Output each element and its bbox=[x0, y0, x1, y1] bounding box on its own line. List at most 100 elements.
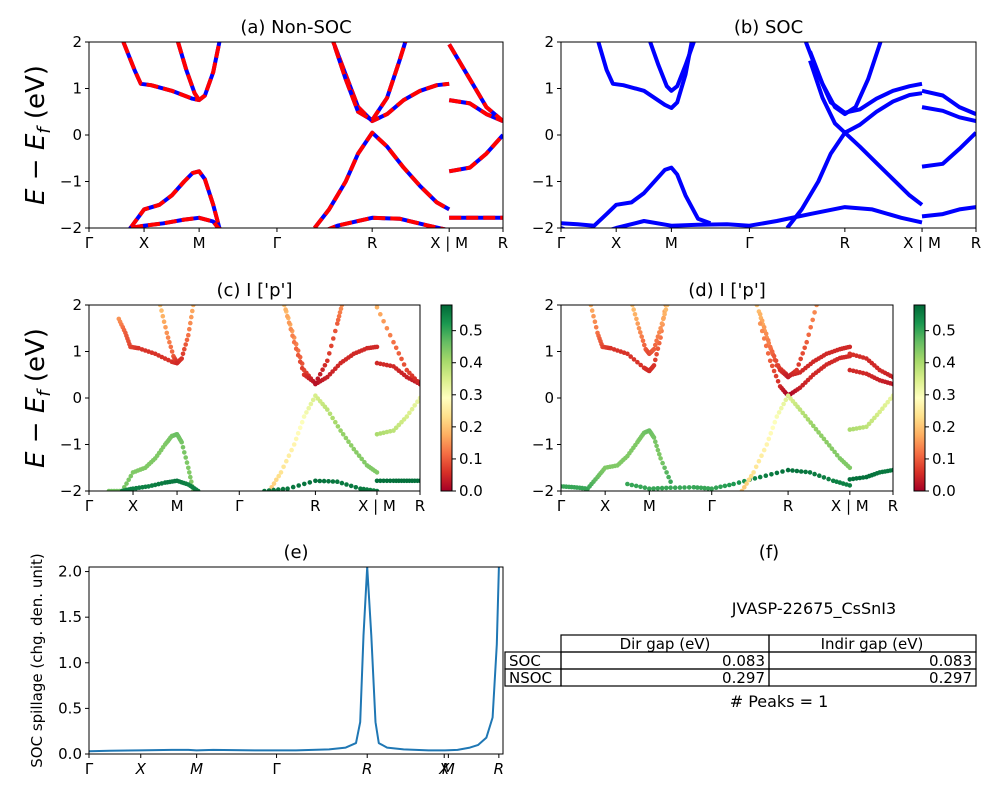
band-point-1 bbox=[654, 338, 659, 344]
band-point-5 bbox=[356, 453, 362, 459]
band-point-9 bbox=[391, 339, 396, 345]
band-point-3 bbox=[794, 367, 799, 373]
band-point-0 bbox=[189, 314, 194, 320]
ytick-label: 1 bbox=[72, 343, 82, 361]
band-point-5 bbox=[335, 424, 341, 429]
band-point-7 bbox=[335, 479, 340, 485]
axes-frame bbox=[88, 304, 421, 492]
table-header-dir-gap: Dir gap (eV) bbox=[620, 635, 711, 653]
band-point-1 bbox=[662, 312, 667, 317]
band-point-7 bbox=[819, 433, 824, 439]
band-point-6 bbox=[633, 483, 639, 489]
band-point-4 bbox=[184, 460, 190, 465]
band-point-4 bbox=[761, 336, 767, 341]
band-line-5 bbox=[561, 165, 712, 228]
band-point-10 bbox=[890, 393, 893, 398]
band-point-3 bbox=[335, 317, 341, 323]
band-point-3 bbox=[808, 325, 813, 330]
band-point-3 bbox=[814, 305, 819, 308]
xtick-label: Γ bbox=[235, 497, 244, 515]
band-point-1 bbox=[167, 339, 172, 345]
band-point-7 bbox=[321, 478, 327, 484]
band-point-0 bbox=[188, 320, 193, 326]
band-point-6 bbox=[691, 485, 697, 490]
band-line-nonsoc-0 bbox=[121, 42, 222, 103]
band-point-5 bbox=[308, 401, 314, 407]
xtick-label: R bbox=[783, 497, 793, 515]
band-point-6 bbox=[807, 470, 813, 475]
colorbar-tick-label: 0.4 bbox=[932, 354, 956, 372]
panel-a-nonsoc-bands: −2 −1 0 1 2 Γ X M Γ R X | M R (a) Non-SOC bbox=[60, 17, 508, 252]
band-point-3 bbox=[769, 349, 775, 354]
xtick-label: Γ bbox=[85, 760, 94, 778]
band-point-11 bbox=[387, 478, 393, 484]
band-point-6 bbox=[847, 483, 853, 488]
band-point-7 bbox=[783, 397, 789, 403]
band-point-0 bbox=[190, 308, 195, 314]
band-point-5 bbox=[346, 439, 351, 445]
table-cell-soc-indir: 0.083 bbox=[929, 652, 972, 670]
ytick-label: 0 bbox=[544, 126, 554, 144]
band-point-6 bbox=[790, 468, 795, 473]
band-point-0 bbox=[184, 337, 190, 343]
band-point-7 bbox=[262, 488, 267, 491]
band-line-0 bbox=[596, 42, 694, 110]
band-point-6 bbox=[655, 486, 661, 491]
band-point-7 bbox=[832, 449, 837, 455]
colorbar bbox=[440, 304, 453, 492]
band-point-3 bbox=[290, 333, 295, 339]
band-point-6 bbox=[752, 476, 758, 481]
band-point-10 bbox=[864, 424, 869, 430]
band-point-11 bbox=[847, 477, 853, 482]
band-point-1 bbox=[640, 338, 646, 344]
colorbar-tick-label: 0.3 bbox=[459, 386, 483, 404]
band-point-11 bbox=[890, 467, 893, 473]
band-point-3 bbox=[796, 362, 801, 367]
ytick-label: 0 bbox=[72, 126, 82, 144]
xtick-label: Γ bbox=[557, 497, 566, 515]
band-point-0 bbox=[655, 346, 661, 352]
xtick-label: R bbox=[888, 497, 898, 515]
band-point-5 bbox=[340, 432, 346, 437]
band-line-7 bbox=[785, 130, 924, 228]
ytick-label: −1 bbox=[60, 173, 82, 191]
band-point-5 bbox=[374, 470, 380, 475]
band-point-5 bbox=[651, 435, 657, 440]
band-point-7 bbox=[803, 413, 808, 419]
band-point-11 bbox=[374, 478, 380, 484]
xtick-label: R bbox=[310, 497, 320, 515]
band-point-7 bbox=[827, 443, 832, 448]
band-point-3 bbox=[295, 352, 301, 358]
ytick-label: −2 bbox=[60, 482, 82, 500]
band-point-3 bbox=[336, 313, 342, 319]
band-point-1 bbox=[651, 346, 657, 352]
band-point-7 bbox=[290, 484, 296, 490]
band-point-7 bbox=[816, 430, 821, 435]
band-point-7 bbox=[374, 488, 380, 491]
panel-title: (c) I ['p'] bbox=[216, 280, 292, 301]
band-point-0 bbox=[183, 342, 188, 347]
xtick-label: R bbox=[362, 760, 372, 778]
band-point-3 bbox=[806, 332, 811, 338]
band-point-5 bbox=[327, 411, 333, 417]
band-point-4 bbox=[188, 474, 193, 480]
band-point-4 bbox=[186, 465, 191, 471]
band-point-5 bbox=[330, 415, 335, 421]
band-point-7 bbox=[821, 436, 827, 442]
band-line-8 bbox=[921, 88, 976, 116]
band-point-7 bbox=[834, 452, 840, 458]
ytick-label: −2 bbox=[60, 219, 82, 237]
band-point-4 bbox=[187, 470, 192, 475]
plot-area bbox=[561, 42, 976, 228]
band-point-6 bbox=[794, 468, 800, 474]
band-point-9 bbox=[384, 326, 390, 331]
band-point-5 bbox=[297, 425, 303, 431]
band-point-6 bbox=[702, 485, 707, 491]
band-point-1 bbox=[160, 313, 166, 319]
colorbar-tick-label: 0.0 bbox=[932, 482, 956, 500]
band-point-3 bbox=[338, 306, 344, 312]
band-point-10 bbox=[880, 406, 885, 412]
band-point-3 bbox=[335, 321, 340, 326]
xtick-label: M bbox=[665, 234, 678, 252]
band-point-5 bbox=[304, 410, 309, 415]
